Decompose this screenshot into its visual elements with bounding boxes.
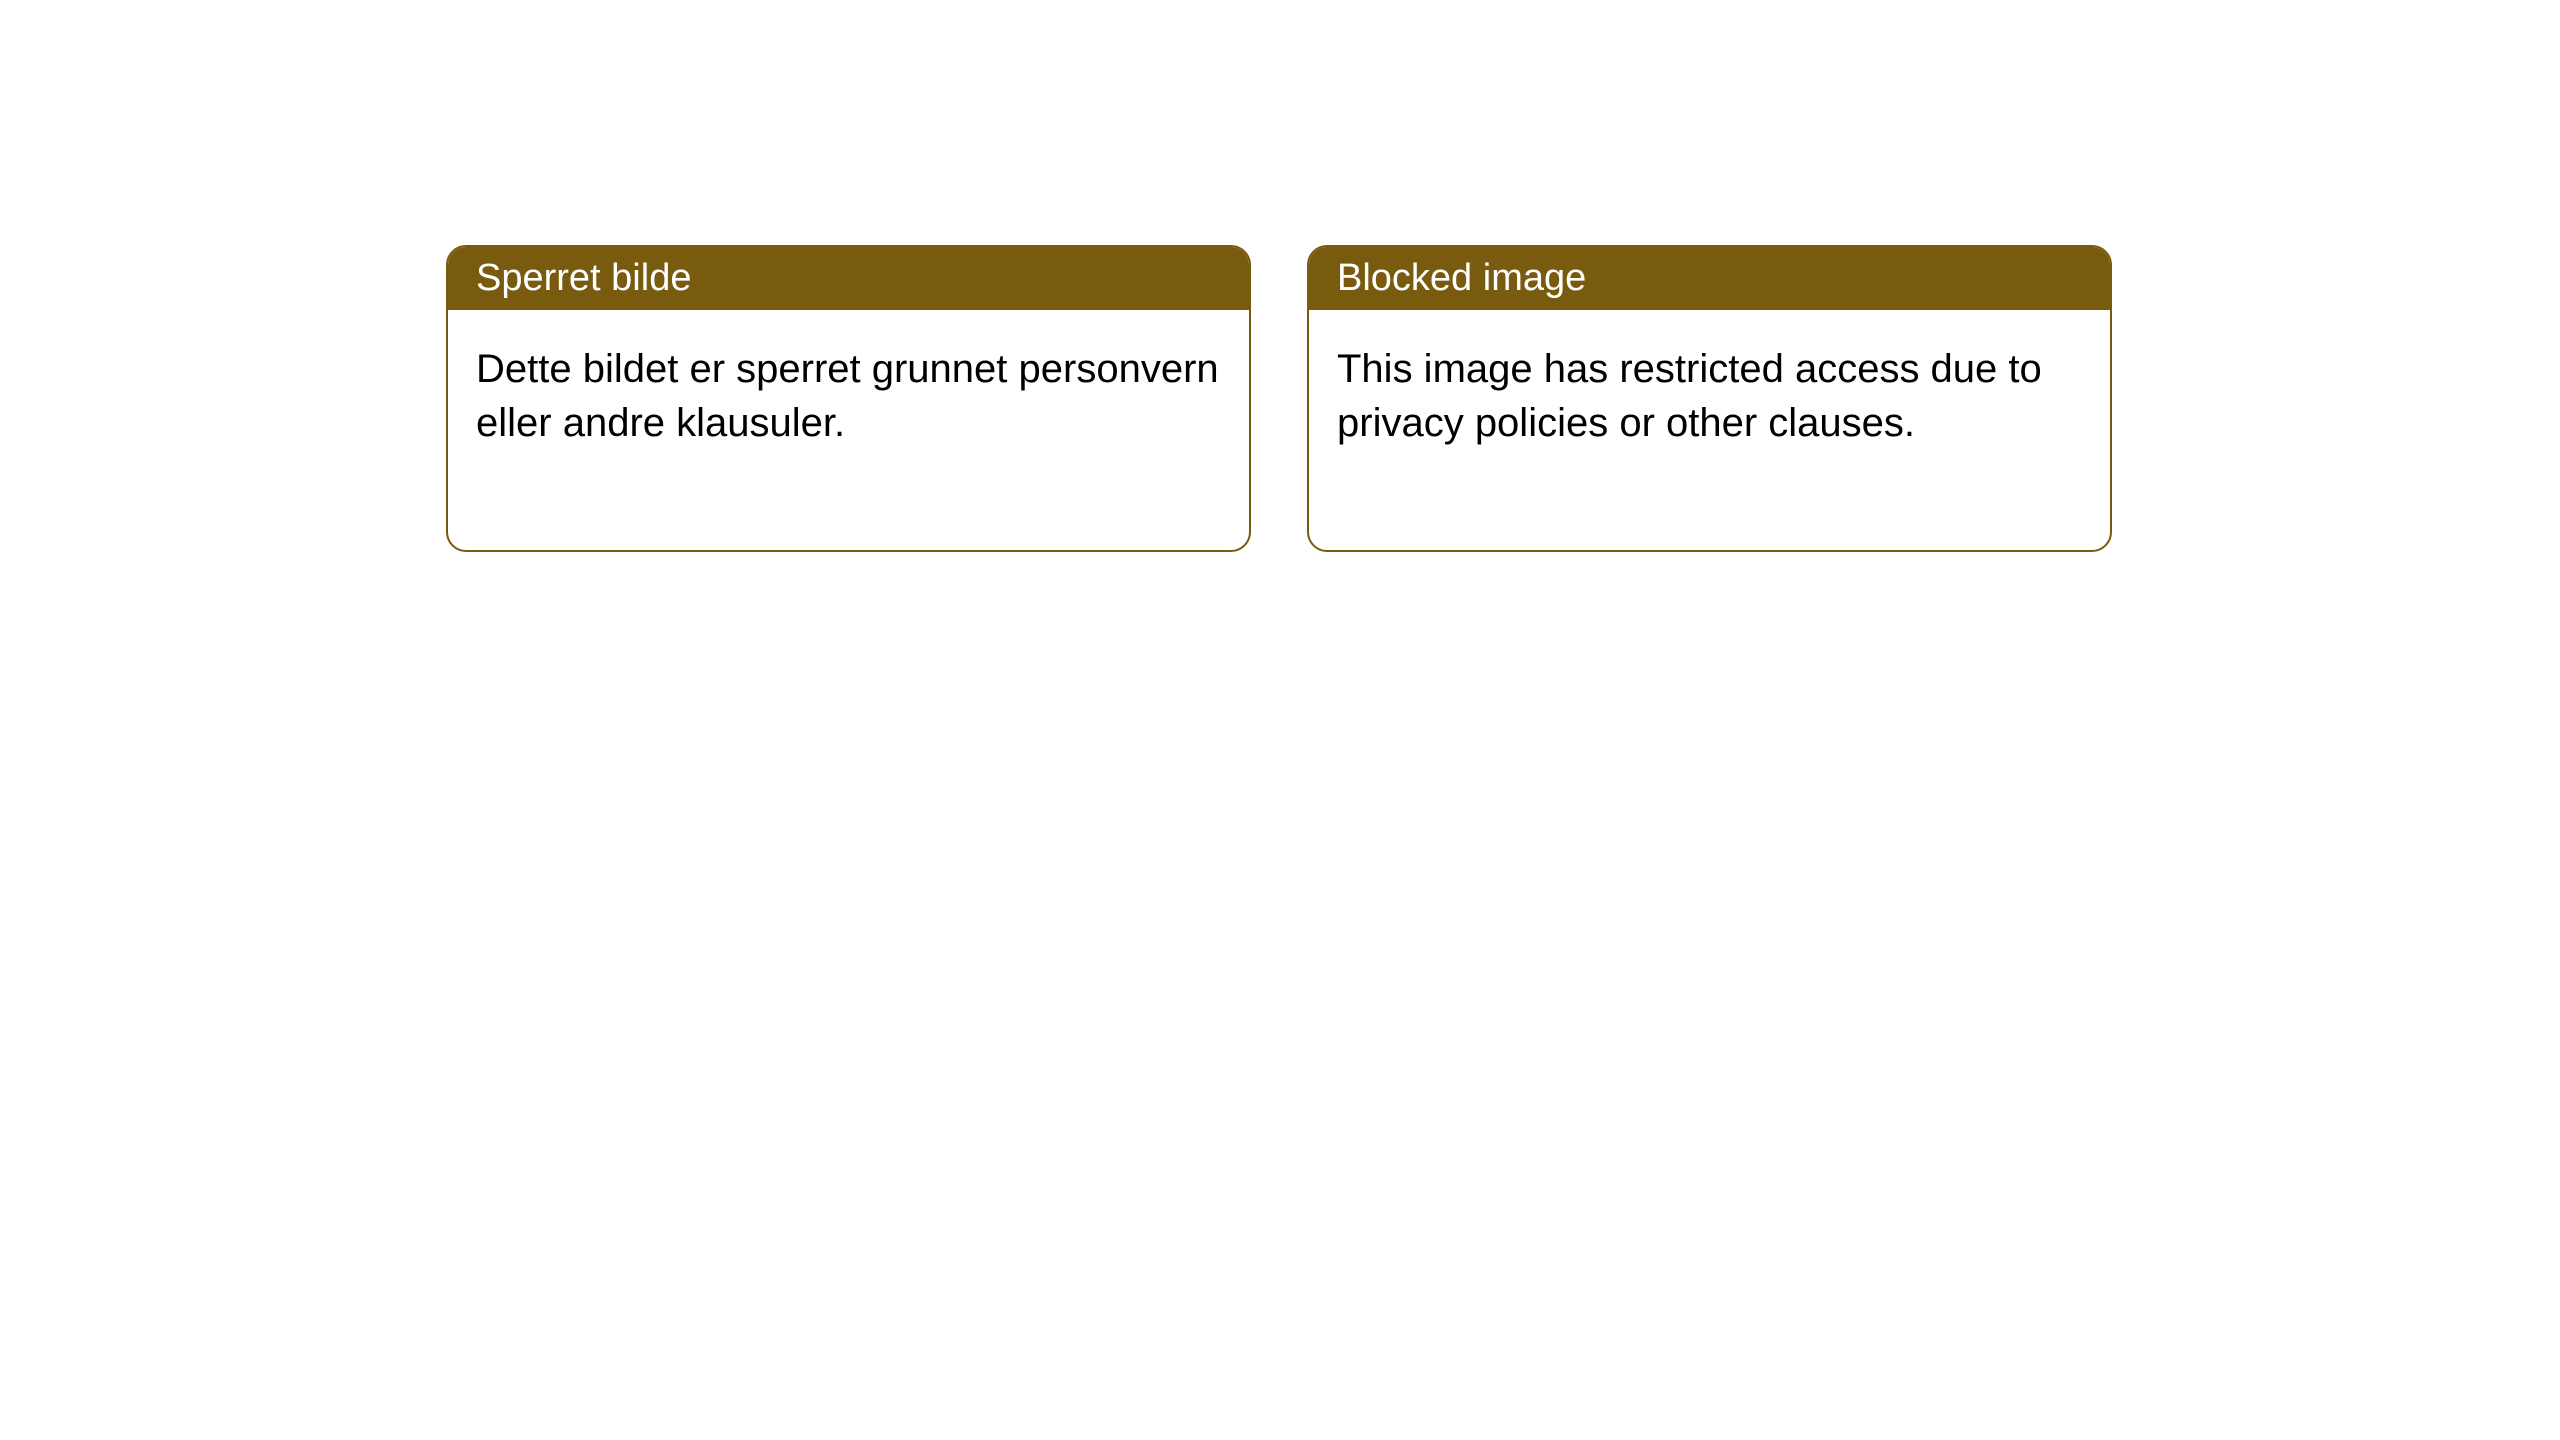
card-body: This image has restricted access due to … <box>1309 310 2110 550</box>
card-body-text: Dette bildet er sperret grunnet personve… <box>476 347 1219 445</box>
card-title: Blocked image <box>1337 257 1586 299</box>
card-body: Dette bildet er sperret grunnet personve… <box>448 310 1249 550</box>
card-title: Sperret bilde <box>476 257 691 299</box>
card-body-text: This image has restricted access due to … <box>1337 347 2042 445</box>
notice-card-no: Sperret bilde Dette bildet er sperret gr… <box>446 245 1251 552</box>
card-header: Blocked image <box>1309 247 2110 310</box>
notice-container: Sperret bilde Dette bildet er sperret gr… <box>446 245 2112 552</box>
card-header: Sperret bilde <box>448 247 1249 310</box>
notice-card-en: Blocked image This image has restricted … <box>1307 245 2112 552</box>
